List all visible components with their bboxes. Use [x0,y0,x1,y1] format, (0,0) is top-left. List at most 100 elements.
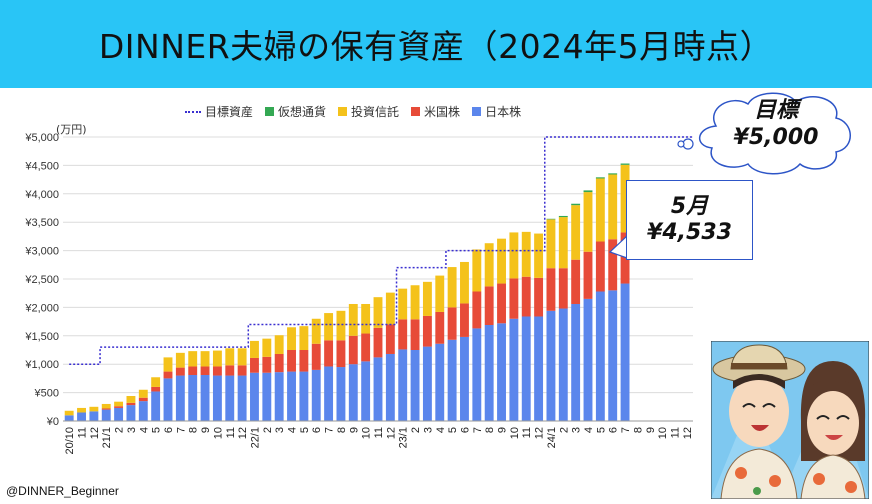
target-line [69,136,693,365]
bar-us-stock [521,276,531,317]
man-shirt-leaf [753,487,761,495]
x-tick-label: 12 [89,427,101,439]
y-tick-label: ¥4,000 [24,189,59,201]
bar-us-stock [262,356,272,373]
bar-us-stock [410,319,420,350]
x-tick-label: 5 [595,427,607,433]
goal-value: ¥5,000 [733,125,819,150]
legend-label-jp: 日本株 [485,105,522,119]
bar-us-stock [608,239,618,291]
y-tick-label: ¥4,500 [24,160,59,172]
bar-investment-trust [422,281,432,316]
x-tick-label: 2 [410,427,422,433]
x-tick-label: 7 [175,427,187,433]
bar-us-stock [583,251,593,299]
man-eye-right [762,403,776,408]
bar-japan-stock [460,336,469,421]
goal-cloud-text: 目標 ¥5,000 [706,98,846,152]
bar-investment-trust [188,351,198,367]
bar-japan-stock [546,310,556,421]
legend-label-crypto: 仮想通貨 [278,105,327,119]
x-tick-label: 3 [422,427,434,433]
bar-japan-stock [410,350,420,421]
bar-japan-stock [250,372,259,421]
bar-investment-trust [138,389,148,398]
bar-japan-stock [138,401,148,421]
goal-label: 目標 [753,98,798,123]
bar-japan-stock [571,303,581,421]
bar-investment-trust [546,219,556,269]
callout-value: ¥4,533 [647,220,732,245]
legend-item-jp: 日本株 [472,103,521,120]
man-eye-left [742,403,756,408]
bar-us-stock [200,366,210,375]
x-tick-label: 7 [324,427,336,433]
bar-investment-trust [435,275,445,312]
x-tick-label: 6 [608,427,620,433]
bar-us-stock [546,268,556,311]
bar-us-stock [336,340,346,368]
x-tick-label: 10 [361,427,373,439]
bar-investment-trust [583,192,593,252]
x-tick-label: 4 [583,427,595,433]
couple-illustration [711,341,869,499]
bar-investment-trust [336,310,346,341]
x-tick-label: 12 [682,427,694,439]
woman-mouth [825,435,843,440]
bar-japan-stock [114,407,124,421]
bar-investment-trust [620,164,630,233]
page-title: DINNER夫婦の保有資産（2024年5月時点） [98,27,774,66]
x-tick-label: 4 [287,427,299,433]
bar-japan-stock [435,343,445,421]
bar-japan-stock [336,367,346,421]
bar-investment-trust [101,403,111,409]
woman-shirt-flower-2 [845,481,857,493]
bar-us-stock [447,307,457,340]
bar-us-stock [571,259,581,304]
y-tick-label: ¥3,500 [24,217,59,229]
bar-japan-stock [422,346,432,421]
bar-investment-trust [114,401,124,407]
x-tick-label: 4 [138,427,150,433]
bar-us-stock [484,286,494,326]
chart-legend: 目標資産 仮想通貨 投資信託 米国株 日本株 [185,103,521,120]
bar-us-stock [287,350,296,372]
watermark: @DINNER_Beginner [6,484,119,498]
bar-investment-trust [237,348,247,366]
bar-investment-trust [361,303,371,334]
x-tick-label: 11 [77,427,89,438]
x-tick-label: 8 [484,427,496,433]
legend-label-target: 目標資産 [205,105,254,119]
x-tick-label: 3 [571,427,583,433]
bar-japan-stock [620,283,630,421]
bar-us-stock [274,353,284,373]
man-hair [733,374,785,389]
x-tick-label: 23/1 [398,427,410,448]
goal-cloud [677,92,851,175]
bar-japan-stock [188,374,198,421]
bar-investment-trust [472,249,482,292]
woman-shirt-flower-1 [813,473,825,485]
x-tick-label: 6 [459,427,471,433]
x-tick-label: 6 [311,427,323,433]
bar-us-stock [324,340,334,367]
bar-japan-stock [200,374,210,421]
bar-japan-stock [163,378,173,421]
bar-japan-stock [595,291,605,421]
x-tick-label: 9 [645,427,657,433]
legend-swatch-target [185,110,201,113]
x-tick-label: 9 [497,427,509,433]
bar-japan-stock [608,290,618,421]
x-tick-label: 3 [126,427,138,433]
x-tick-label: 6 [163,427,175,433]
bar-japan-stock [237,375,247,421]
woman-eye-left [816,415,830,420]
bar-japan-stock [212,375,222,421]
bar-investment-trust [324,313,334,341]
x-tick-label: 11 [373,427,385,438]
legend-swatch-fund [338,107,348,116]
bar-investment-trust [212,350,222,367]
legend-item-crypto: 仮想通貨 [265,103,326,120]
x-tick-label: 9 [348,427,360,433]
man-shirt-flower-2 [769,475,781,487]
